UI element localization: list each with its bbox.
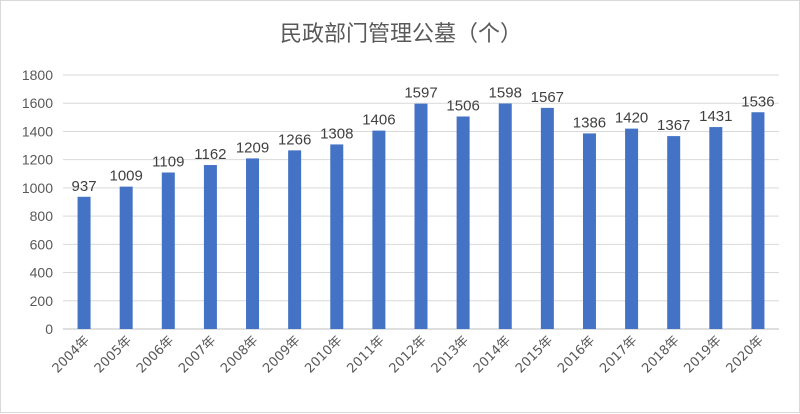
data-label: 1536 <box>741 93 774 110</box>
bar <box>582 133 596 329</box>
y-tick-label: 0 <box>45 321 53 337</box>
x-tick-label: 2011年 <box>345 333 388 376</box>
data-label: 1109 <box>152 154 184 171</box>
x-tick-label: 2004年 <box>50 333 93 376</box>
x-tick-label: 2015年 <box>513 333 556 376</box>
data-label: 1266 <box>278 131 311 148</box>
chart-title: 民政部门管理公墓（个） <box>280 22 522 47</box>
x-tick-label: 2017年 <box>597 333 640 376</box>
data-label: 1367 <box>657 117 690 134</box>
bar <box>709 127 723 329</box>
y-axis-ticks: 0 200 400 600 800 1000 1200 1400 1600 1800 <box>22 67 53 337</box>
y-tick-label: 600 <box>30 236 54 252</box>
data-label: 1431 <box>699 108 732 125</box>
data-label: 1420 <box>615 110 648 127</box>
bar <box>498 103 512 329</box>
x-tick-label: 2007年 <box>176 333 219 376</box>
bar <box>330 144 344 329</box>
bars <box>77 103 765 330</box>
data-label: 1162 <box>194 146 226 163</box>
x-tick-label: 2012年 <box>387 333 430 376</box>
data-label: 1209 <box>236 139 269 156</box>
bar <box>751 112 765 330</box>
x-tick-label: 2013年 <box>429 333 472 376</box>
y-tick-label: 1000 <box>22 180 53 196</box>
data-labels: 937 1009 1109 1162 1209 1266 1308 1406 1597 1506 1… <box>72 85 775 195</box>
bar <box>119 186 133 329</box>
bar <box>456 116 470 329</box>
bar <box>203 165 217 329</box>
bar <box>667 136 681 329</box>
data-label: 1009 <box>109 168 142 185</box>
y-tick-label: 1400 <box>22 123 53 139</box>
bar <box>246 158 260 329</box>
y-tick-label: 400 <box>30 265 54 281</box>
bar <box>288 150 302 329</box>
data-label: 1506 <box>446 97 479 114</box>
data-label: 1386 <box>573 114 606 131</box>
x-tick-label: 2018年 <box>639 333 682 376</box>
x-tick-label: 2020年 <box>724 333 767 376</box>
x-tick-label: 2010年 <box>302 333 345 376</box>
data-label: 1308 <box>320 125 353 142</box>
x-tick-label: 2014年 <box>471 333 514 376</box>
y-tick-label: 200 <box>30 293 54 309</box>
bar <box>540 107 554 329</box>
bar <box>77 196 91 329</box>
x-tick-label: 2009年 <box>260 333 303 376</box>
y-tick-label: 1800 <box>22 67 53 83</box>
x-axis-ticks: 2004年2005年2006年2007年2008年2009年2010年2011年… <box>50 333 767 376</box>
data-label: 1597 <box>404 85 437 102</box>
y-tick-label: 1200 <box>22 152 53 168</box>
data-label: 1567 <box>531 89 564 106</box>
bar <box>161 172 175 329</box>
data-label: 1598 <box>489 85 522 102</box>
bar <box>372 130 386 329</box>
x-tick-label: 2005年 <box>92 333 135 376</box>
bar <box>625 128 639 329</box>
y-tick-label: 1600 <box>22 95 53 111</box>
x-tick-label: 2016年 <box>555 333 598 376</box>
data-label: 937 <box>72 178 97 195</box>
bar <box>414 103 428 329</box>
x-tick-label: 2019年 <box>681 333 724 376</box>
x-tick-label: 2006年 <box>134 333 177 376</box>
data-label: 1406 <box>362 112 395 129</box>
x-tick-label: 2008年 <box>218 333 261 376</box>
y-tick-label: 800 <box>30 208 54 224</box>
